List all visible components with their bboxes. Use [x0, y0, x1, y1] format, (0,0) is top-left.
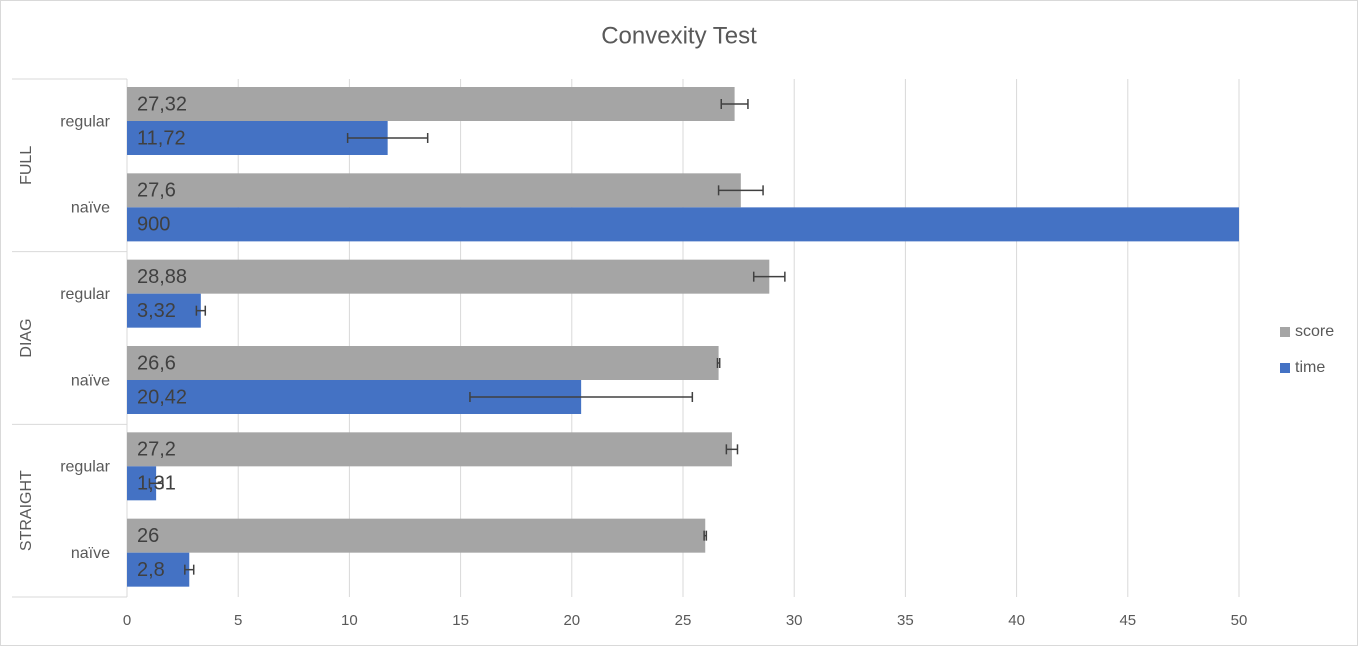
error-bar [720, 99, 749, 109]
legend-swatch [1280, 327, 1290, 337]
bar [127, 173, 741, 208]
bar [127, 259, 770, 294]
x-tick-label: 35 [897, 612, 914, 629]
error-bar [469, 392, 694, 402]
error-bar [184, 564, 195, 575]
x-tick-label: 15 [452, 612, 469, 629]
x-tick-label: 20 [563, 612, 580, 629]
data-label: 20,42 [137, 386, 187, 408]
data-label: 11,72 [137, 127, 186, 149]
group-label: STRAIGHT [18, 470, 35, 551]
error-bar [346, 133, 429, 143]
bar [127, 87, 735, 121]
error-bar [717, 185, 764, 196]
group-label: DIAG [18, 318, 35, 357]
data-label: 27,32 [137, 93, 187, 115]
legend-label: time [1295, 359, 1325, 376]
bar [127, 346, 719, 380]
bar [127, 552, 190, 587]
bar [127, 293, 201, 328]
error-bar [725, 444, 739, 455]
error-bar [703, 530, 708, 541]
x-tick-label: 25 [675, 612, 692, 629]
y-tick-label: naïve [71, 545, 110, 562]
data-label: 27,6 [137, 180, 176, 202]
error-bar [716, 358, 721, 368]
data-label: 3,32 [137, 300, 176, 322]
bar [127, 432, 732, 467]
y-tick-label: naïve [71, 372, 110, 389]
error-bar [148, 478, 164, 489]
x-tick-label: 5 [234, 612, 242, 629]
group-label: FULL [18, 146, 35, 185]
x-tick-label: 0 [123, 612, 131, 629]
error-bar [752, 271, 786, 282]
data-label: 900 [137, 214, 170, 236]
legend-label: score [1295, 323, 1334, 340]
x-tick-label: 40 [1008, 612, 1025, 629]
data-label: 26,6 [137, 352, 176, 374]
x-tick-label: 10 [341, 612, 358, 629]
data-label: 26 [137, 525, 159, 547]
data-label: 28,88 [137, 266, 187, 288]
x-tick-label: 30 [786, 612, 803, 629]
x-tick-label: 50 [1231, 612, 1248, 629]
data-label: 2,8 [137, 559, 165, 581]
y-tick-label: regular [60, 113, 110, 130]
y-tick-label: naïve [71, 200, 110, 217]
chart-title: Convexity Test [601, 22, 757, 49]
error-bar [195, 305, 207, 316]
y-tick-label: regular [60, 459, 110, 476]
y-tick-label: regular [60, 286, 110, 303]
bar [127, 121, 388, 155]
legend-swatch [1280, 363, 1290, 373]
bar [127, 207, 1239, 242]
data-label: 1,31 [137, 473, 176, 495]
x-tick-label: 45 [1119, 612, 1136, 629]
data-label: 27,2 [137, 439, 176, 461]
bar [127, 518, 706, 553]
